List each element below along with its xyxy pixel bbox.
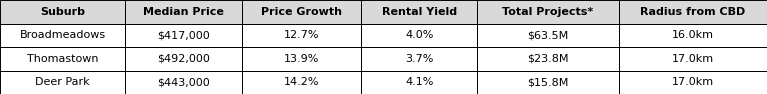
Text: $443,000: $443,000 [157,77,210,87]
Text: 17.0km: 17.0km [672,77,714,87]
Text: $15.8M: $15.8M [528,77,568,87]
Text: 17.0km: 17.0km [672,54,714,64]
Text: 13.9%: 13.9% [284,54,320,64]
Text: 16.0km: 16.0km [672,30,714,40]
Bar [125,24,242,47]
Bar [125,0,242,24]
Bar [0,47,125,70]
Text: $417,000: $417,000 [157,30,210,40]
Bar [361,70,477,94]
Bar [0,70,125,94]
Text: 14.2%: 14.2% [284,77,320,87]
Bar [242,70,361,94]
Text: Thomastown: Thomastown [27,54,98,64]
Text: Suburb: Suburb [40,7,85,17]
Text: 3.7%: 3.7% [405,54,433,64]
Bar [619,24,767,47]
Text: Rental Yield: Rental Yield [382,7,456,17]
Text: $63.5M: $63.5M [528,30,568,40]
Bar [619,0,767,24]
Bar [477,24,619,47]
Bar [361,47,477,70]
Bar [477,0,619,24]
Bar [619,70,767,94]
Bar [619,47,767,70]
Text: 4.1%: 4.1% [405,77,433,87]
Text: Total Projects*: Total Projects* [502,7,594,17]
Bar [0,0,125,24]
Bar [361,24,477,47]
Bar [242,47,361,70]
Bar [242,24,361,47]
Bar [0,24,125,47]
Bar [361,0,477,24]
Bar [477,70,619,94]
Bar [242,0,361,24]
Bar [125,47,242,70]
Text: Median Price: Median Price [143,7,224,17]
Text: Deer Park: Deer Park [35,77,90,87]
Text: $23.8M: $23.8M [527,54,569,64]
Text: Broadmeadows: Broadmeadows [19,30,106,40]
Text: Price Growth: Price Growth [262,7,342,17]
Bar [477,47,619,70]
Bar [125,70,242,94]
Text: 12.7%: 12.7% [284,30,320,40]
Text: $492,000: $492,000 [157,54,210,64]
Text: Radius from CBD: Radius from CBD [640,7,746,17]
Text: 4.0%: 4.0% [405,30,433,40]
